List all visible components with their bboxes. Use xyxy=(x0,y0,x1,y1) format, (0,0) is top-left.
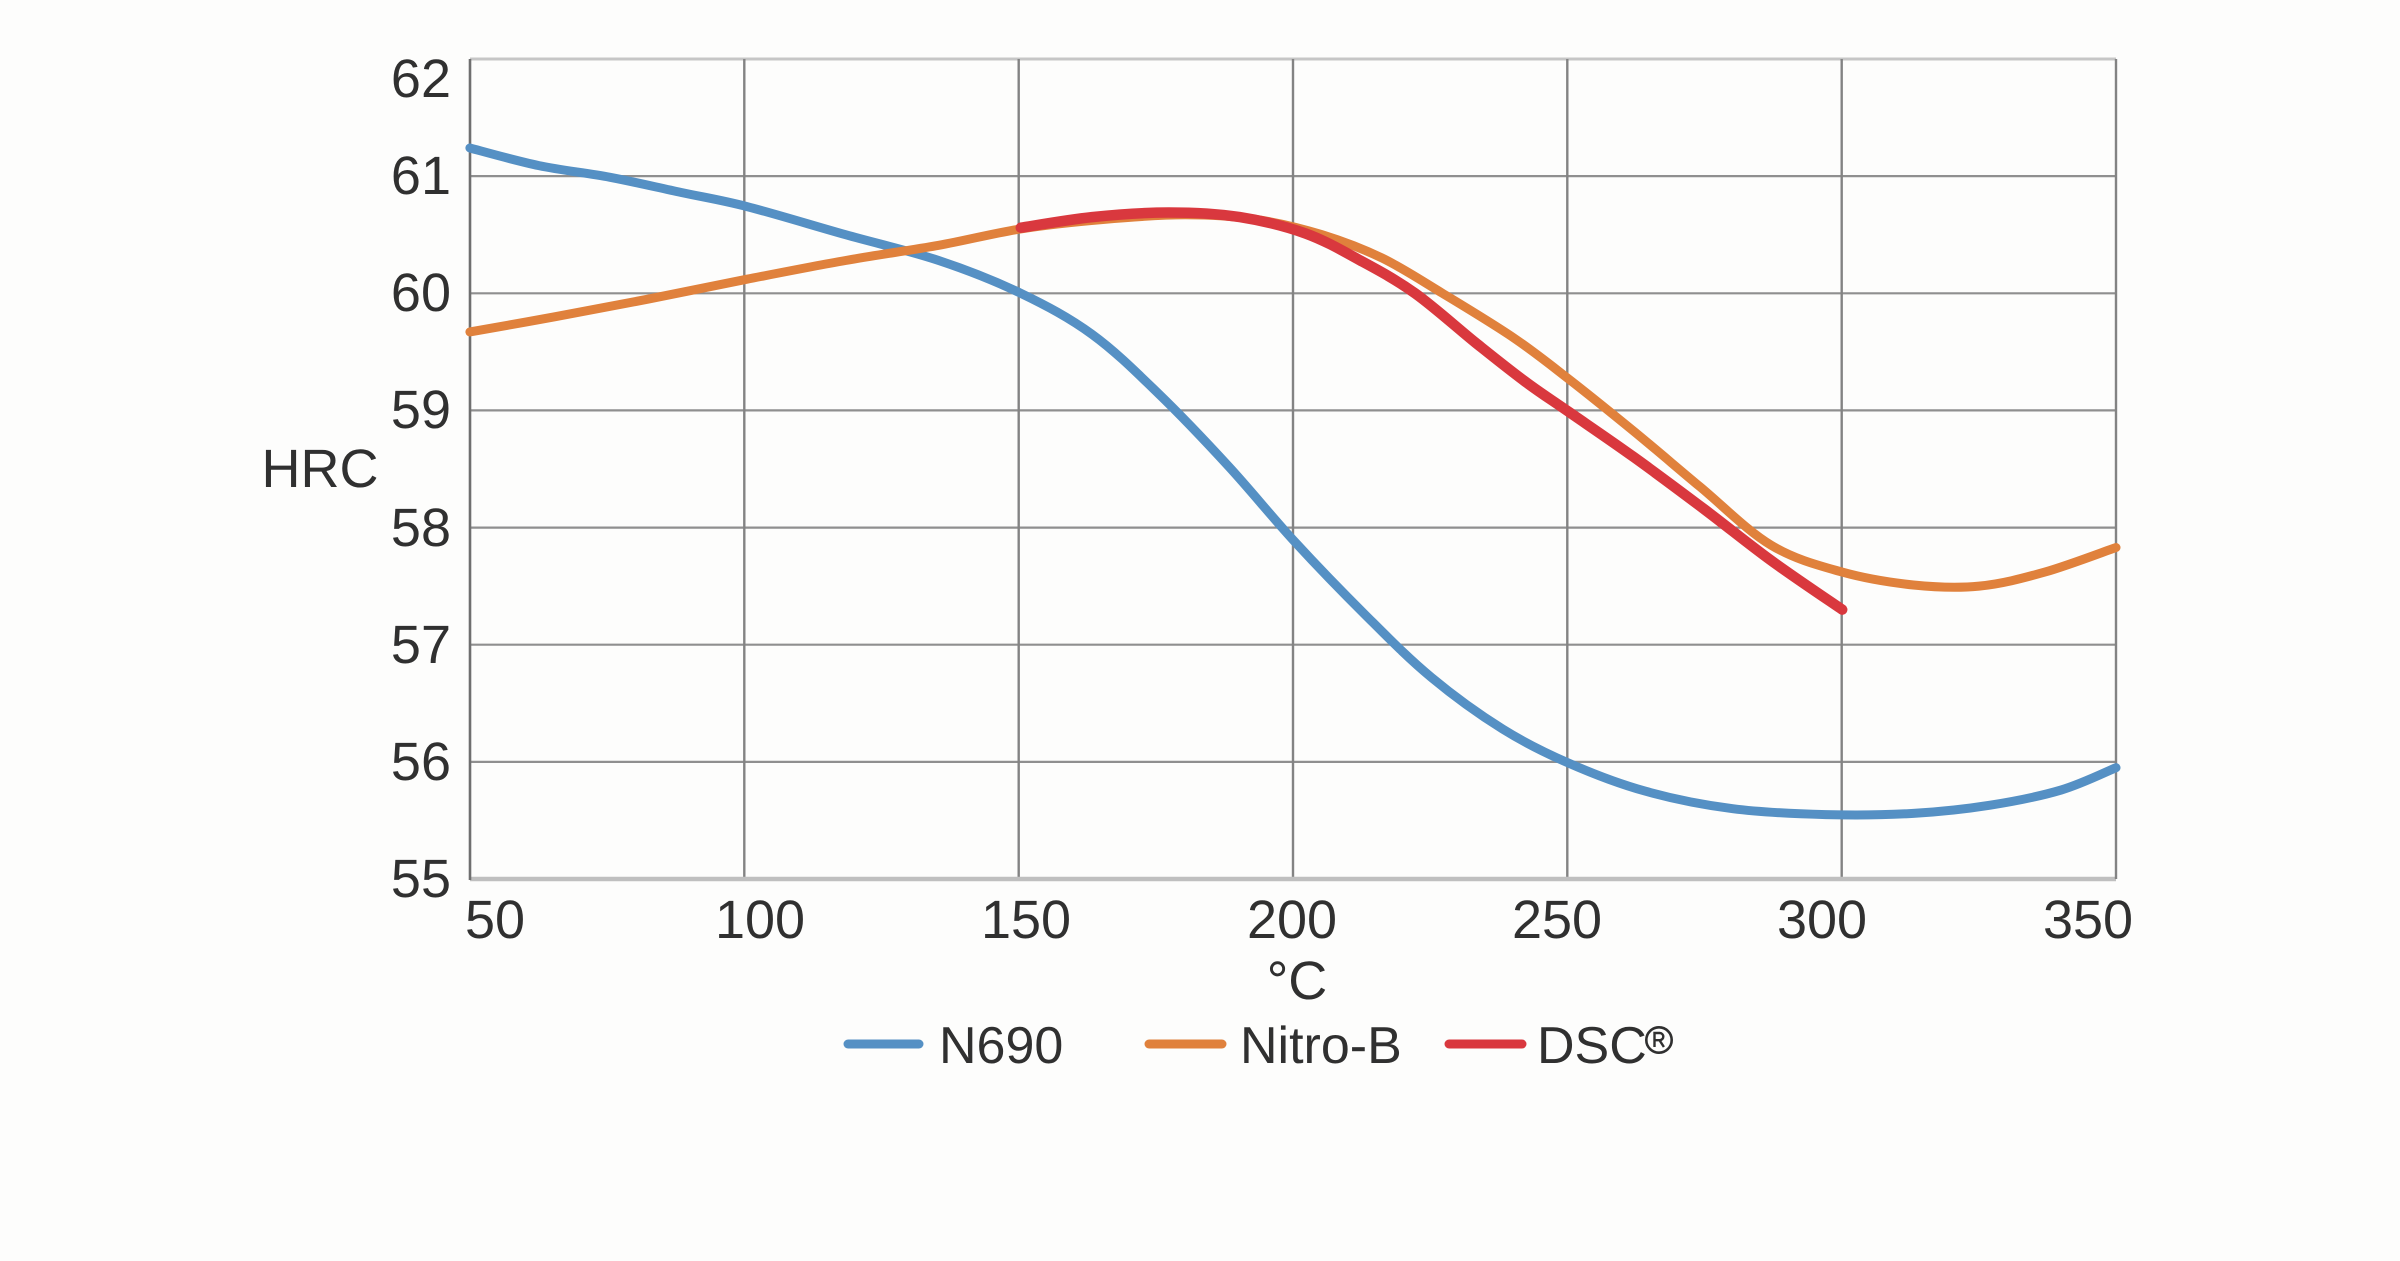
svg-text:150: 150 xyxy=(981,890,1071,950)
svg-text:56: 56 xyxy=(391,732,451,792)
svg-text:59: 59 xyxy=(391,380,451,440)
svg-text:61: 61 xyxy=(391,146,451,206)
svg-text:100: 100 xyxy=(715,890,805,950)
svg-text:Nitro-B: Nitro-B xyxy=(1240,1017,1402,1075)
svg-text:57: 57 xyxy=(391,615,451,675)
svg-text:200: 200 xyxy=(1247,890,1337,950)
svg-text:DSC: DSC xyxy=(1537,1017,1647,1075)
svg-text:N690: N690 xyxy=(939,1017,1063,1075)
svg-text:60: 60 xyxy=(391,263,451,323)
svg-text:HRC: HRC xyxy=(262,439,379,499)
svg-text:50: 50 xyxy=(465,890,525,950)
svg-text:°C: °C xyxy=(1267,951,1328,1011)
svg-text:350: 350 xyxy=(2043,890,2133,950)
svg-text:55: 55 xyxy=(391,849,451,909)
svg-text:250: 250 xyxy=(1512,890,1602,950)
svg-text:300: 300 xyxy=(1777,890,1867,950)
svg-text:58: 58 xyxy=(391,498,451,558)
svg-text:62: 62 xyxy=(391,49,451,109)
